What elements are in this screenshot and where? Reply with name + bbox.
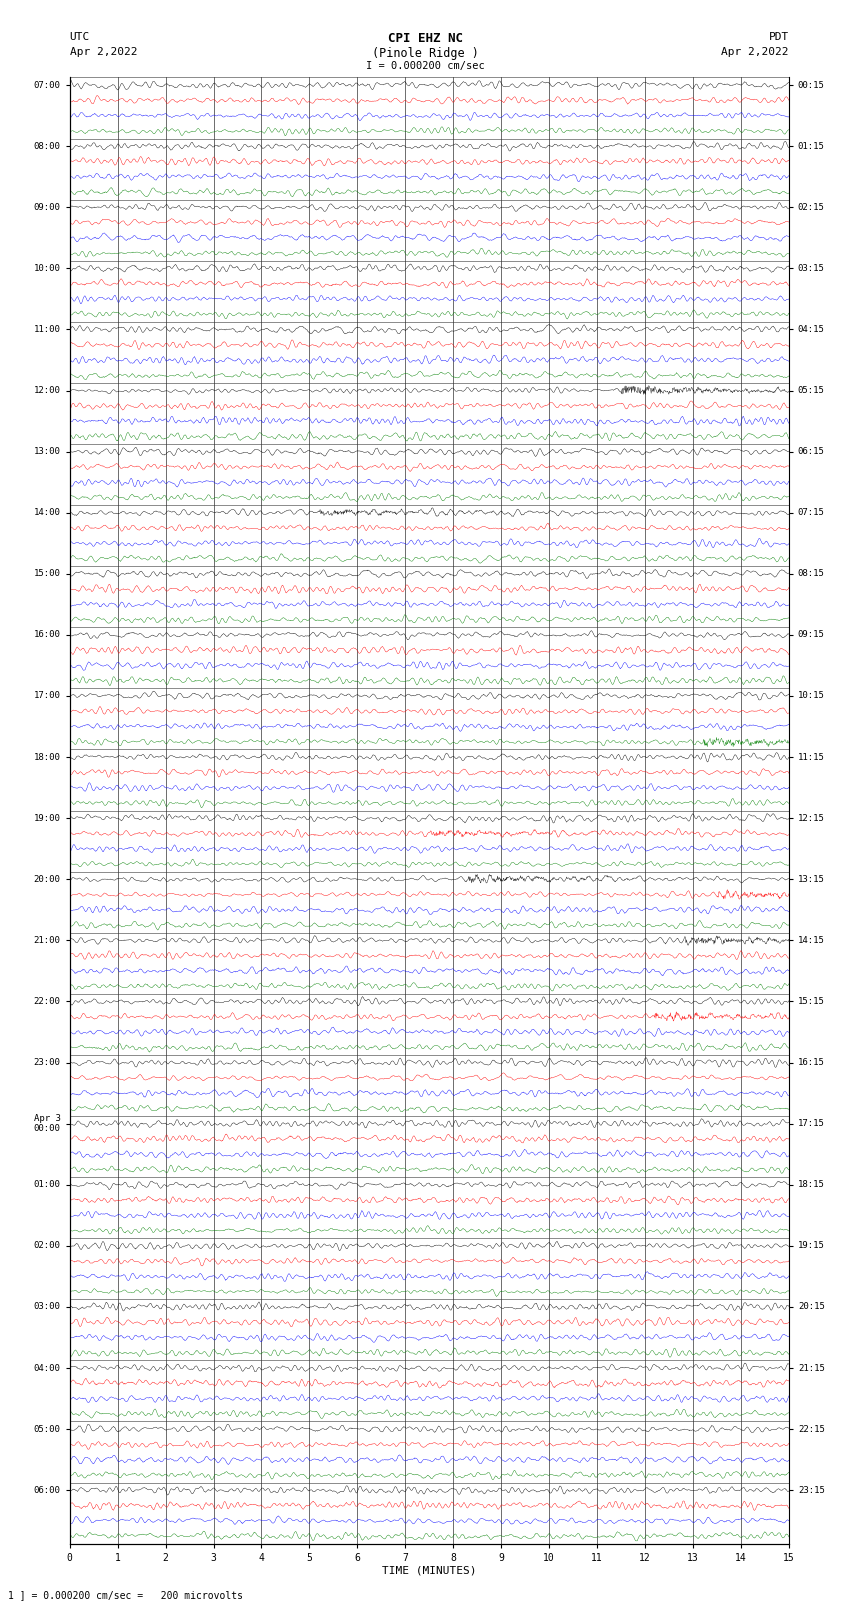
Text: Apr 2,2022: Apr 2,2022 [722, 47, 789, 56]
Text: UTC: UTC [70, 32, 90, 42]
X-axis label: TIME (MINUTES): TIME (MINUTES) [382, 1566, 477, 1576]
Text: 1 ] = 0.000200 cm/sec =   200 microvolts: 1 ] = 0.000200 cm/sec = 200 microvolts [8, 1590, 243, 1600]
Text: I = 0.000200 cm/sec: I = 0.000200 cm/sec [366, 61, 484, 71]
Text: (Pinole Ridge ): (Pinole Ridge ) [371, 47, 479, 60]
Text: PDT: PDT [768, 32, 789, 42]
Text: Apr 2,2022: Apr 2,2022 [70, 47, 137, 56]
Text: CPI EHZ NC: CPI EHZ NC [388, 32, 462, 45]
